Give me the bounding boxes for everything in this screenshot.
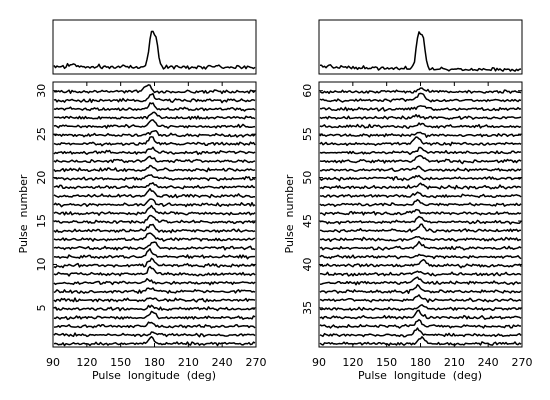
pulse-trace [53, 248, 256, 260]
pulse-trace [319, 327, 522, 338]
y-axis-label: Pulse number [17, 174, 30, 253]
pulse-trace [319, 165, 522, 173]
pulse-trace [319, 92, 522, 103]
y-axis-label: Pulse number [283, 174, 296, 253]
pulse-trace [53, 187, 255, 199]
pulse-trace [319, 146, 522, 156]
pulse-trace [319, 223, 522, 233]
pulse-trace [319, 215, 522, 225]
pulse-trace [53, 241, 256, 251]
pulse-trace [319, 235, 522, 243]
pulse-trace [319, 294, 522, 303]
x-tick-label: 210 [178, 356, 199, 369]
x-tick-label: 150 [376, 356, 397, 369]
pulse-trace [53, 331, 256, 338]
x-tick-label: 90 [46, 356, 60, 369]
pulse-trace [319, 309, 522, 320]
pulse-trace [53, 164, 256, 173]
x-tick-label: 210 [444, 356, 465, 369]
x-tick-label: 240 [212, 356, 233, 369]
pulse-trace [319, 122, 522, 129]
pulse-trace [319, 154, 522, 165]
pulse-trace [53, 182, 256, 190]
pulse-trace [53, 146, 256, 156]
y-tick-label: 15 [35, 214, 48, 228]
pulse-trace [319, 258, 522, 269]
pulse-trace [319, 208, 522, 216]
right-panel: 90 120 150 180 210 240 270 35 40 45 50 55 60 Pulse lo… [283, 19, 533, 382]
pulse-trace [319, 336, 522, 347]
pulse-trace [53, 297, 256, 303]
pulse-trace [319, 240, 522, 251]
x-tick-label: 180 [144, 356, 165, 369]
pulse-trace [319, 87, 522, 95]
left-panel: 90 120 150 180 210 240 270 5 10 15 20 25 30 Pulse lon… [17, 19, 267, 382]
pulse-trace [319, 113, 522, 121]
pulse-trace [319, 136, 522, 147]
integrated-profile-line [319, 31, 522, 72]
y-tick-label: 35 [301, 301, 314, 315]
x-axis-label: Pulse longitude (deg) [358, 369, 482, 382]
pulse-trace [53, 155, 256, 164]
y-tick-label: 5 [35, 304, 48, 311]
pulse-trace [319, 131, 522, 138]
x-tick-label: 240 [478, 356, 499, 369]
pulse-trace [53, 310, 256, 321]
pulse-trace [53, 257, 256, 269]
pulse-trace [319, 304, 522, 312]
pulse-trace [53, 92, 256, 104]
pulse-trace [319, 198, 522, 208]
pulse-trace [319, 191, 522, 199]
pulse-trace [54, 174, 256, 182]
x-tick-label: 270 [512, 356, 533, 369]
profile-frame [318, 19, 523, 75]
pulse-trace [53, 119, 256, 129]
x-tick-label: 90 [312, 356, 326, 369]
pulse-trace [53, 277, 256, 286]
pulse-trace [319, 253, 522, 260]
pulse-trace [319, 105, 522, 112]
pulse-trace [319, 318, 521, 329]
x-tick-label: 180 [410, 356, 431, 369]
pulse-trace [53, 335, 256, 347]
pulse-trace [53, 102, 256, 112]
x-tick-label: 120 [76, 356, 97, 369]
pulse-trace [53, 223, 256, 234]
x-tick-label: 150 [110, 356, 131, 369]
y-tick-label: 45 [301, 214, 314, 228]
y-tick-label: 55 [301, 127, 314, 141]
x-tick-label: 270 [246, 356, 267, 369]
integrated-profile-line [53, 30, 256, 70]
pulse-trace [53, 136, 256, 147]
pulse-trace [53, 232, 256, 242]
y-tick-label: 60 [301, 84, 314, 98]
pulse-trace [53, 287, 256, 294]
profile-frame [52, 19, 257, 75]
pulse-trace [319, 270, 522, 277]
pulse-trace [53, 214, 256, 225]
pulse-trace [53, 204, 256, 216]
pulse-trace [53, 129, 256, 138]
y-tick-label: 30 [35, 84, 48, 98]
pulse-trace [53, 265, 256, 277]
pulse-trace [53, 304, 256, 312]
y-tick-label: 40 [301, 258, 314, 272]
pulse-trace [319, 284, 522, 294]
pulse-trace [319, 276, 522, 286]
x-axis-label: Pulse longitude (deg) [92, 369, 216, 382]
pulse-trace [54, 111, 256, 121]
pulse-trace [53, 84, 256, 95]
y-tick-label: 50 [301, 171, 314, 185]
y-tick-label: 25 [35, 127, 48, 141]
pulse-trace [53, 321, 256, 329]
pulse-trace [53, 198, 256, 208]
y-tick-label: 10 [35, 258, 48, 272]
pulse-trace [319, 174, 522, 182]
pulse-trace [319, 182, 522, 190]
x-tick-label: 120 [342, 356, 363, 369]
y-tick-label: 20 [35, 171, 48, 185]
